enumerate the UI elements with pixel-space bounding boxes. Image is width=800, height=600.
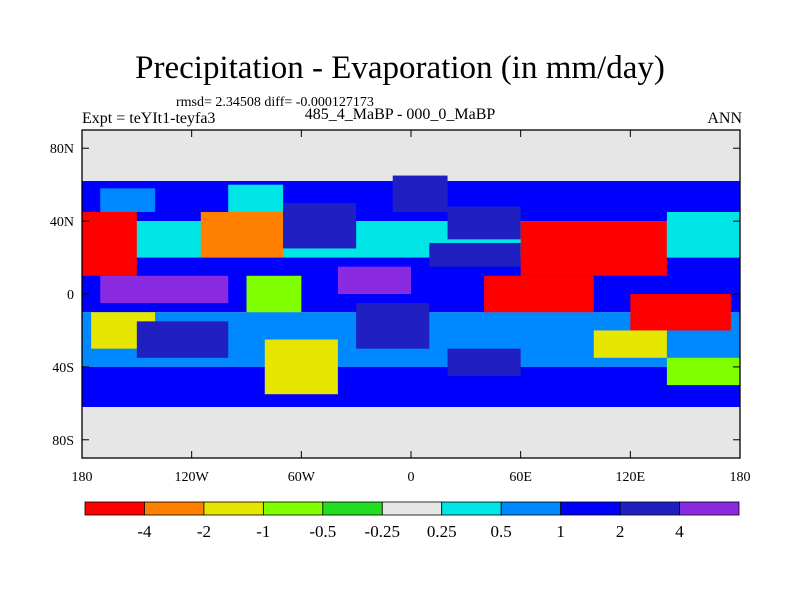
- field-region-19: [356, 303, 430, 349]
- colorbar-box-9: [619, 501, 680, 516]
- colorbar-label-6: 0.5: [491, 522, 512, 541]
- y-tick-label-2: 0: [67, 288, 74, 303]
- experiment-label: Expt = teYIt1-teyfa3: [82, 110, 216, 127]
- colorbar-label-4: -0.25: [365, 522, 400, 541]
- colorbar-label-7: 1: [556, 522, 565, 541]
- field-region-8: [82, 212, 137, 276]
- season-label: ANN: [707, 110, 742, 127]
- y-tick-label-0: 80N: [50, 142, 74, 157]
- field-region-25: [630, 294, 731, 331]
- field-region-12: [136, 321, 229, 358]
- field-region-7: [82, 366, 740, 407]
- colorbar-box-8: [560, 501, 621, 516]
- x-tick-label-4: 60E: [509, 470, 532, 485]
- colorbar-box-7: [500, 501, 562, 516]
- x-tick-label-2: 60W: [288, 470, 316, 485]
- field-region-9: [100, 188, 156, 212]
- colorbar-label-1: -2: [197, 522, 211, 541]
- field-region-10: [100, 275, 229, 304]
- colorbar-box-0: [84, 501, 145, 516]
- x-axis: 180 120W 60W 0 60E 120E 180: [72, 130, 751, 485]
- field-region-18: [337, 266, 411, 294]
- field-region-29: [666, 357, 740, 386]
- field-layer: [82, 130, 740, 458]
- colorbar-box-10: [679, 501, 740, 516]
- y-axis: 80N 40N 0 40S 80S: [50, 142, 740, 449]
- colorbar-label-8: 2: [616, 522, 625, 541]
- y-tick-label-4: 80S: [52, 434, 74, 449]
- colorbar-label-0: -4: [137, 522, 152, 541]
- field-region-13: [200, 212, 284, 258]
- y-tick-label-1: 40N: [50, 215, 74, 230]
- field-region-14: [228, 184, 284, 212]
- field-region-20: [392, 175, 448, 212]
- x-tick-label-1: 120W: [175, 470, 210, 485]
- colorbar-box-3: [262, 501, 324, 516]
- chart-subtitle: 485_4_MaBP - 000_0_MaBP: [304, 106, 496, 123]
- field-region-21: [447, 206, 521, 240]
- colorbar-label-5: 0.25: [427, 522, 457, 541]
- colorbar-box-5: [381, 501, 443, 516]
- x-tick-label-5: 120E: [616, 470, 646, 485]
- y-tick-label-3: 40S: [52, 361, 74, 376]
- colorbar-label-2: -1: [256, 522, 270, 541]
- colorbar-box-6: [441, 501, 502, 516]
- field-region-26: [593, 330, 667, 358]
- field-region-28: [447, 348, 521, 376]
- colorbar-box-2: [203, 501, 264, 516]
- stats-line: rmsd= 2.34508 diff= -0.000127173: [176, 95, 374, 110]
- colorbar-label-3: -0.5: [309, 522, 336, 541]
- colorbar-box-1: [144, 501, 205, 516]
- chart-title: Precipitation - Evaporation (in mm/day): [135, 50, 665, 86]
- x-tick-label-6: 180: [730, 470, 751, 485]
- colorbar-label-9: 4: [675, 522, 684, 541]
- x-tick-label-3: 0: [408, 470, 415, 485]
- field-region-16: [264, 339, 338, 395]
- field-region-23: [484, 275, 594, 313]
- field-region-15: [246, 275, 302, 313]
- x-tick-label-0: 180: [72, 470, 93, 485]
- field-region-27: [666, 212, 740, 258]
- field-region-24: [520, 221, 667, 276]
- field-region-2: [82, 406, 740, 458]
- field-region-17: [283, 202, 357, 249]
- field-region-22: [429, 242, 521, 267]
- colorbar-box-4: [322, 501, 383, 516]
